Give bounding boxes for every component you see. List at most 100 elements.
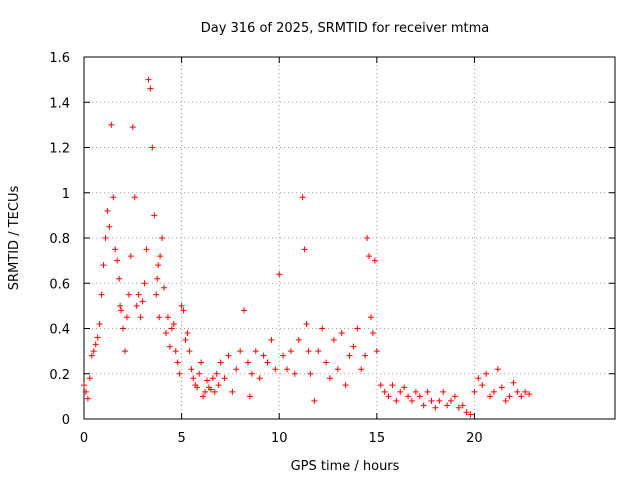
data-point (162, 330, 169, 337)
data-point (420, 402, 427, 409)
data-point (510, 379, 517, 386)
data-point (94, 334, 101, 341)
data-point (389, 382, 396, 389)
data-point (330, 336, 337, 343)
data-point (84, 395, 91, 402)
data-point (127, 253, 134, 260)
data-point (141, 280, 148, 287)
data-point (182, 336, 189, 343)
data-point (209, 375, 216, 382)
data-point (338, 330, 345, 337)
data-point (362, 352, 369, 359)
data-point (444, 402, 451, 409)
data-point (471, 388, 478, 395)
data-point (203, 377, 210, 384)
data-point (264, 359, 271, 366)
data-point (211, 388, 218, 395)
data-point (155, 262, 162, 269)
y-tick-label: 1.2 (49, 142, 70, 157)
data-point (117, 302, 124, 309)
data-point (196, 370, 203, 377)
data-point (463, 409, 470, 416)
data-point (131, 194, 138, 201)
data-point (367, 314, 374, 321)
data-point (518, 393, 525, 400)
data-point (252, 348, 259, 355)
data-point (92, 341, 99, 348)
data-point (86, 375, 93, 382)
data-point (133, 302, 140, 309)
data-point (112, 246, 119, 253)
data-point (90, 348, 97, 355)
data-point (120, 325, 127, 332)
data-point (217, 359, 224, 366)
chart-title: Day 316 of 2025, SRMTID for receiver mtm… (201, 21, 490, 36)
data-point (172, 348, 179, 355)
data-point (170, 320, 177, 327)
data-point (161, 284, 168, 291)
data-point (358, 366, 365, 373)
data-point (432, 404, 439, 411)
data-point (475, 375, 482, 382)
data-point (364, 235, 371, 241)
data-point (106, 223, 113, 230)
data-point (139, 298, 146, 305)
data-point (459, 402, 466, 409)
data-point (369, 330, 376, 337)
data-point (233, 366, 240, 373)
data-point (81, 382, 87, 389)
data-point (194, 384, 201, 391)
data-point (276, 271, 283, 278)
data-point (225, 352, 232, 359)
data-point (114, 257, 121, 264)
y-tick-label: 1.4 (49, 96, 70, 111)
data-point (116, 275, 123, 282)
data-point (164, 314, 171, 321)
data-point (436, 397, 443, 404)
data-point (82, 388, 89, 395)
data-point (498, 384, 505, 391)
data-points (81, 76, 533, 418)
data-point (180, 307, 187, 314)
data-point (159, 235, 166, 241)
tick-layer: 0 0.2 0.4 0.6 0.8 1 1.2 1.4 1.6 0 5 10 15 20 (49, 51, 615, 446)
data-point (490, 388, 497, 395)
data-point (125, 291, 132, 298)
data-point (190, 375, 197, 382)
data-point (157, 253, 164, 260)
data-point (237, 348, 244, 355)
data-point (305, 348, 312, 355)
data-point (307, 370, 314, 377)
data-point (408, 397, 415, 404)
data-point (424, 388, 431, 395)
data-point (405, 393, 412, 400)
data-point (487, 393, 494, 400)
data-point (323, 359, 330, 366)
data-point (385, 393, 392, 400)
data-point (479, 382, 486, 389)
data-point (108, 121, 115, 128)
y-tick-label: 0.6 (49, 277, 70, 292)
data-point (514, 388, 521, 395)
data-point (248, 370, 255, 377)
data-point (334, 366, 341, 373)
data-point (303, 320, 310, 327)
data-point (522, 388, 529, 395)
x-tick-label: 15 (369, 431, 386, 446)
data-point (188, 366, 195, 373)
data-point (229, 388, 236, 395)
data-point (88, 352, 95, 359)
data-point (350, 343, 357, 350)
data-point (416, 393, 423, 400)
data-point (526, 391, 533, 398)
data-point (342, 382, 349, 389)
data-point (284, 366, 291, 373)
x-tick-label: 5 (177, 431, 185, 446)
data-point (98, 291, 105, 298)
data-point (143, 246, 150, 253)
data-point (346, 352, 353, 359)
data-point (315, 348, 322, 355)
data-point (100, 262, 107, 269)
data-point (397, 388, 404, 395)
